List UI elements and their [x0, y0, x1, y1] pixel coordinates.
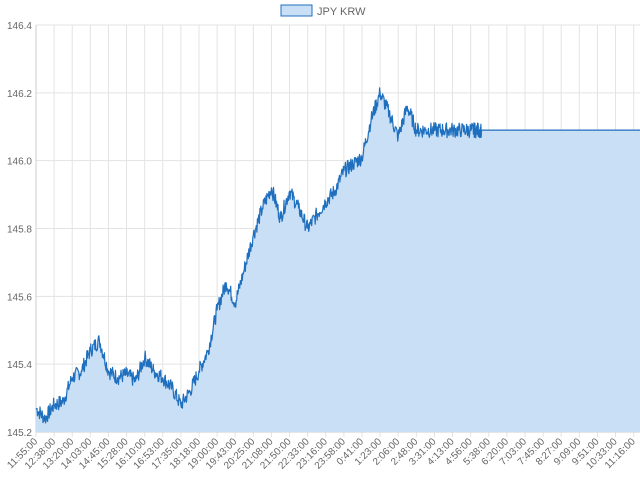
y-tick-label: 145.2 [7, 428, 32, 439]
y-axis: 145.2 145.4 145.6 145.8 146.0 146.2 146.4 [7, 21, 32, 439]
series-line-jpy-krw[interactable] [35, 87, 640, 424]
legend[interactable]: JPY KRW [280, 4, 366, 18]
y-tick-label: 145.4 [7, 360, 32, 371]
legend-label[interactable]: JPY KRW [317, 6, 366, 18]
y-tick-label: 146.4 [7, 21, 32, 32]
series-layer [35, 87, 640, 432]
y-tick-label: 145.6 [7, 292, 32, 303]
y-tick-label: 145.8 [7, 225, 32, 236]
y-tick-label: 146.0 [7, 157, 32, 168]
y-tick-label: 146.2 [7, 89, 32, 100]
legend-swatch[interactable] [280, 4, 313, 17]
series-area-jpy-krw [36, 87, 640, 432]
x-axis: 11:55:0012:38:0013:20:0014:03:0014:45:00… [5, 436, 638, 472]
